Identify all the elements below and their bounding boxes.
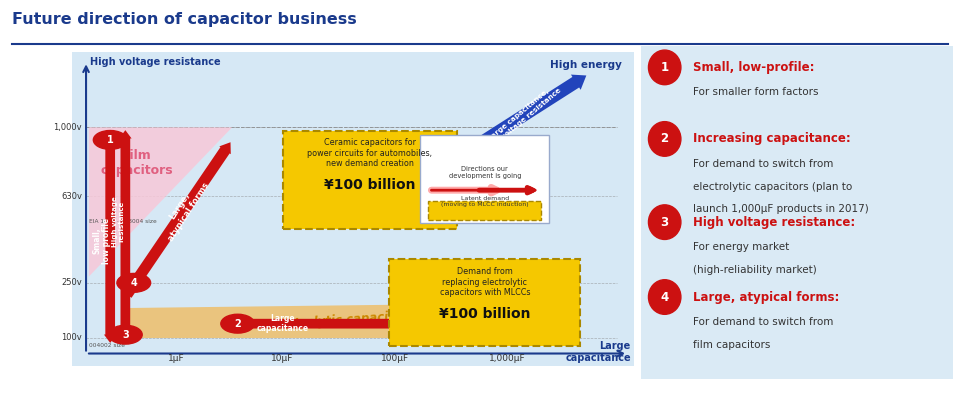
FancyBboxPatch shape: [390, 259, 580, 346]
Circle shape: [648, 50, 681, 85]
Text: Future direction of capacitor business: Future direction of capacitor business: [12, 12, 356, 27]
Text: 1,000μF: 1,000μF: [489, 354, 525, 363]
Text: Electrolytic capacitors: Electrolytic capacitors: [268, 309, 416, 332]
Text: Directions our
development is going: Directions our development is going: [448, 166, 521, 179]
Circle shape: [648, 205, 681, 240]
Text: High voltage
resistance: High voltage resistance: [111, 196, 125, 247]
Text: Large
capacitance: Large capacitance: [565, 342, 631, 363]
Text: 1,000v: 1,000v: [54, 123, 83, 132]
FancyBboxPatch shape: [420, 135, 549, 223]
Text: ¥100 billion: ¥100 billion: [324, 178, 416, 193]
Text: 3: 3: [660, 215, 669, 229]
Text: High voltage resistance:: High voltage resistance:: [693, 215, 855, 229]
Polygon shape: [89, 127, 232, 277]
Text: Small, low-profile:: Small, low-profile:: [693, 61, 814, 74]
Text: High voltage resistance: High voltage resistance: [90, 57, 221, 67]
Text: Small,
low profile: Small, low profile: [92, 218, 111, 263]
Text: 4: 4: [131, 278, 137, 288]
Text: Ceramic capacitors for
power circuits for automobiles,
new demand creation: Ceramic capacitors for power circuits fo…: [307, 139, 432, 168]
Circle shape: [648, 280, 681, 314]
Text: Large
capacitance: Large capacitance: [256, 314, 309, 333]
Text: 2: 2: [234, 319, 241, 329]
Text: 4: 4: [660, 290, 669, 304]
Text: Large,
atypical forms: Large, atypical forms: [157, 175, 211, 243]
Text: Film
capacitors: Film capacitors: [100, 149, 173, 178]
Circle shape: [93, 131, 127, 149]
Text: (high-reliability market): (high-reliability market): [693, 265, 817, 275]
Text: Demand from
replacing electrolytic
capacitors with MLCCs: Demand from replacing electrolytic capac…: [440, 267, 530, 297]
Text: electrolytic capacitors (plan to: electrolytic capacitors (plan to: [693, 181, 852, 191]
Text: 630v: 630v: [61, 192, 83, 201]
Text: Large capacitance,
high-voltage resistance: Large capacitance, high-voltage resistan…: [480, 82, 563, 154]
Text: ¥100 billion: ¥100 billion: [439, 307, 531, 321]
Text: 100v: 100v: [61, 333, 83, 342]
Circle shape: [221, 314, 254, 333]
Text: 100μF: 100μF: [381, 354, 409, 363]
Text: Latent demand
(moving to MLCC induction): Latent demand (moving to MLCC induction): [441, 196, 529, 207]
FancyBboxPatch shape: [428, 201, 540, 220]
Text: For smaller form factors: For smaller form factors: [693, 87, 818, 97]
Circle shape: [117, 273, 151, 292]
Text: Large, atypical forms:: Large, atypical forms:: [693, 290, 839, 304]
Text: 10μF: 10μF: [272, 354, 294, 363]
Text: launch 1,000μF products in 2017): launch 1,000μF products in 2017): [693, 204, 869, 214]
Text: For demand to switch from: For demand to switch from: [693, 159, 833, 169]
Text: 1: 1: [660, 61, 669, 74]
Polygon shape: [129, 303, 539, 338]
Text: For energy market: For energy market: [693, 242, 789, 252]
Text: 3: 3: [122, 329, 129, 340]
Text: 2: 2: [660, 132, 669, 146]
Text: film capacitors: film capacitors: [693, 339, 770, 349]
Text: Increasing capacitance:: Increasing capacitance:: [693, 132, 851, 146]
Text: 004002 size: 004002 size: [89, 343, 125, 348]
Text: 250v: 250v: [61, 278, 83, 287]
Text: For demand to switch from: For demand to switch from: [693, 317, 833, 327]
Circle shape: [108, 325, 142, 344]
Text: High energy: High energy: [550, 60, 622, 70]
Text: EIA 1812 · 008004 size: EIA 1812 · 008004 size: [89, 219, 156, 224]
Circle shape: [648, 121, 681, 156]
Text: 1: 1: [107, 135, 113, 145]
FancyBboxPatch shape: [282, 131, 457, 230]
Text: 1μF: 1μF: [168, 354, 184, 363]
